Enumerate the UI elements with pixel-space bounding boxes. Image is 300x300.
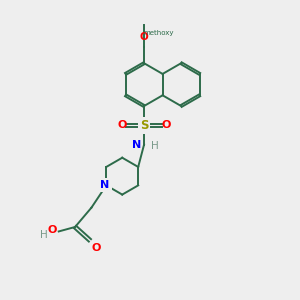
- Text: O: O: [92, 243, 101, 253]
- Text: O: O: [47, 225, 57, 235]
- Text: H: H: [40, 230, 48, 240]
- Text: S: S: [140, 119, 148, 132]
- Text: N: N: [132, 140, 141, 150]
- Text: N: N: [100, 180, 110, 190]
- Text: H: H: [151, 141, 158, 151]
- Text: methoxy: methoxy: [144, 31, 174, 37]
- Text: O: O: [140, 32, 148, 42]
- Text: O: O: [117, 120, 127, 130]
- Text: O: O: [162, 120, 171, 130]
